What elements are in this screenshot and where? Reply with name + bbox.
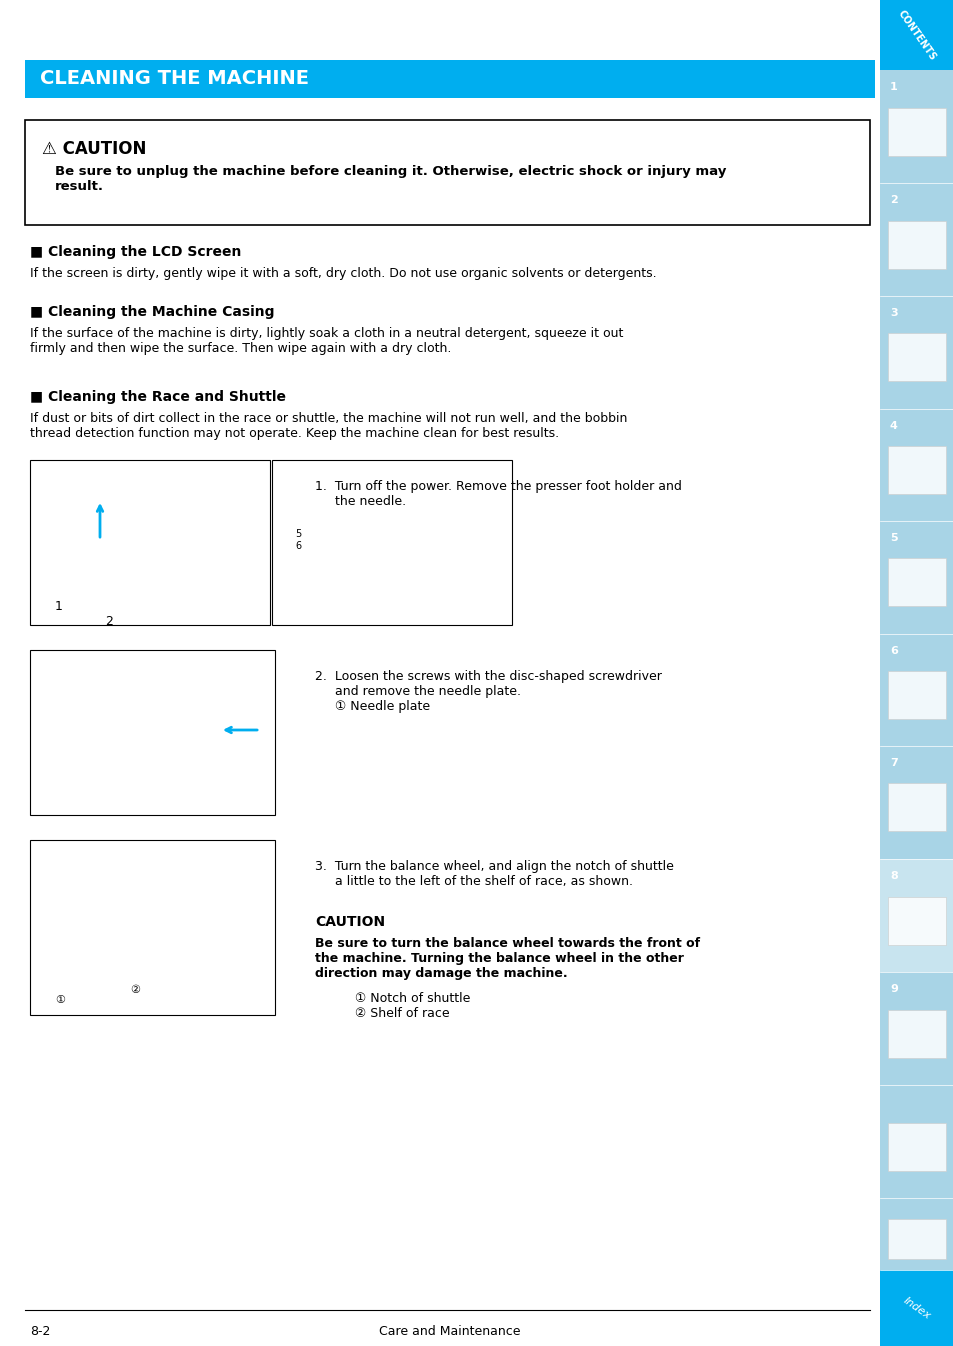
- Bar: [272, 460, 512, 625]
- Bar: [879, 0, 953, 1346]
- Text: Index: Index: [901, 1295, 931, 1320]
- Text: 9: 9: [889, 984, 897, 993]
- Text: ■ Cleaning the Machine Casing: ■ Cleaning the Machine Casing: [30, 306, 274, 319]
- Text: ②: ②: [130, 985, 140, 995]
- Text: 3.  Turn the balance wheel, and align the notch of shuttle
     a little to the : 3. Turn the balance wheel, and align the…: [314, 860, 673, 888]
- Text: Be sure to turn the balance wheel towards the front of
the machine. Turning the : Be sure to turn the balance wheel toward…: [314, 937, 700, 980]
- Bar: [879, 1271, 953, 1346]
- Bar: [887, 783, 945, 832]
- Bar: [887, 1219, 945, 1259]
- Text: CLEANING THE MACHINE: CLEANING THE MACHINE: [40, 70, 309, 89]
- Text: 5
6: 5 6: [294, 529, 301, 551]
- Text: If dust or bits of dirt collect in the race or shuttle, the machine will not run: If dust or bits of dirt collect in the r…: [30, 412, 627, 440]
- Text: 2.  Loosen the screws with the disc-shaped screwdriver
     and remove the needl: 2. Loosen the screws with the disc-shape…: [314, 670, 661, 713]
- Bar: [30, 840, 274, 1015]
- Text: Care and Maintenance: Care and Maintenance: [379, 1324, 520, 1338]
- Text: ⚠ CAUTION: ⚠ CAUTION: [42, 140, 146, 157]
- Text: ① Notch of shuttle
② Shelf of race: ① Notch of shuttle ② Shelf of race: [355, 992, 470, 1020]
- Text: CAUTION: CAUTION: [314, 915, 385, 929]
- Text: If the surface of the machine is dirty, lightly soak a cloth in a neutral deterg: If the surface of the machine is dirty, …: [30, 327, 622, 355]
- Text: 8-2: 8-2: [30, 1324, 51, 1338]
- Bar: [887, 221, 945, 268]
- Bar: [887, 559, 945, 607]
- Text: ■ Cleaning the Race and Shuttle: ■ Cleaning the Race and Shuttle: [30, 390, 286, 404]
- Text: 3: 3: [889, 308, 897, 318]
- Text: 1: 1: [889, 82, 897, 92]
- Bar: [25, 61, 874, 98]
- Text: 1: 1: [55, 600, 63, 612]
- Text: 7: 7: [889, 758, 897, 769]
- Text: 1.  Turn off the power. Remove the presser foot holder and
     the needle.: 1. Turn off the power. Remove the presse…: [314, 481, 681, 507]
- Bar: [887, 1010, 945, 1058]
- Text: 4: 4: [889, 421, 897, 431]
- Bar: [887, 108, 945, 156]
- Bar: [887, 334, 945, 381]
- Bar: [30, 650, 274, 814]
- Text: CONTENTS: CONTENTS: [895, 8, 937, 62]
- Bar: [887, 446, 945, 494]
- Text: 2: 2: [889, 195, 897, 205]
- Text: 5: 5: [889, 533, 897, 542]
- Bar: [887, 896, 945, 945]
- Text: 8: 8: [889, 871, 897, 882]
- Text: 6: 6: [889, 646, 897, 656]
- Text: ①: ①: [55, 995, 65, 1005]
- Bar: [25, 120, 869, 225]
- Bar: [879, 0, 953, 70]
- Text: If the screen is dirty, gently wipe it with a soft, dry cloth. Do not use organi: If the screen is dirty, gently wipe it w…: [30, 267, 656, 280]
- Text: 2: 2: [105, 615, 112, 629]
- Bar: [887, 1123, 945, 1171]
- Text: ■ Cleaning the LCD Screen: ■ Cleaning the LCD Screen: [30, 245, 241, 258]
- Bar: [879, 859, 953, 972]
- Bar: [30, 460, 270, 625]
- Bar: [887, 672, 945, 719]
- Text: Be sure to unplug the machine before cleaning it. Otherwise, electric shock or i: Be sure to unplug the machine before cle…: [55, 166, 725, 192]
